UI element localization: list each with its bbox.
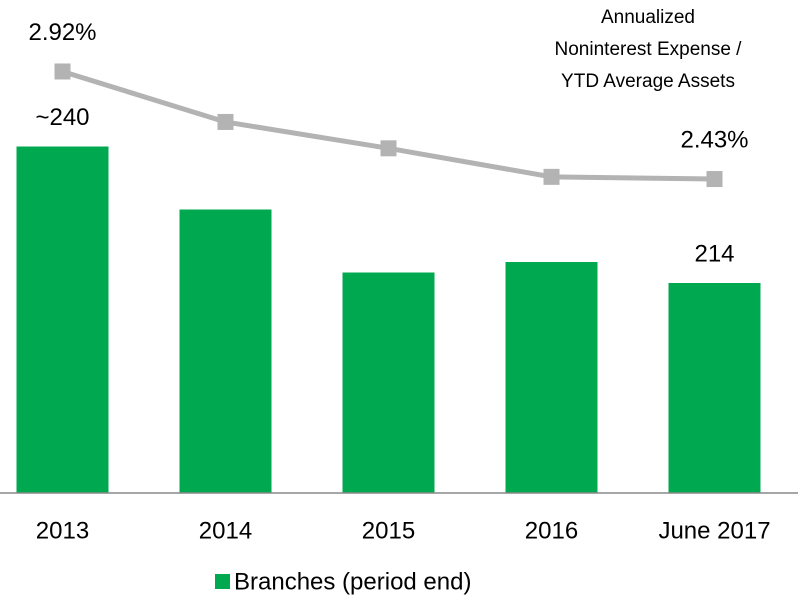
x-tick-label: 2014 (199, 517, 252, 544)
line-marker (217, 113, 234, 130)
line-value-label: 2.92% (28, 19, 96, 46)
line-marker (543, 168, 560, 185)
bar (342, 272, 435, 493)
annotation: Annualized (601, 7, 695, 28)
x-tick-label: 2016 (525, 517, 578, 544)
line-marker (380, 140, 397, 157)
bar-value-label: 214 (694, 240, 734, 267)
bar (179, 209, 272, 493)
x-tick-label: 2015 (362, 517, 415, 544)
annotation: YTD Average Assets (561, 71, 735, 92)
bar (668, 283, 761, 493)
annotation: Noninterest Expense / (555, 39, 743, 60)
bar-value-label: ~240 (35, 104, 89, 131)
legend-label: Branches (period end) (234, 568, 471, 595)
line-marker (706, 171, 723, 188)
line-marker (54, 63, 71, 80)
line-value-label: 2.43% (680, 126, 748, 153)
bar (16, 146, 109, 493)
x-tick-label: June 2017 (658, 517, 770, 544)
legend-swatch (215, 574, 230, 589)
bar (505, 262, 598, 493)
x-tick-label: 2013 (36, 517, 89, 544)
